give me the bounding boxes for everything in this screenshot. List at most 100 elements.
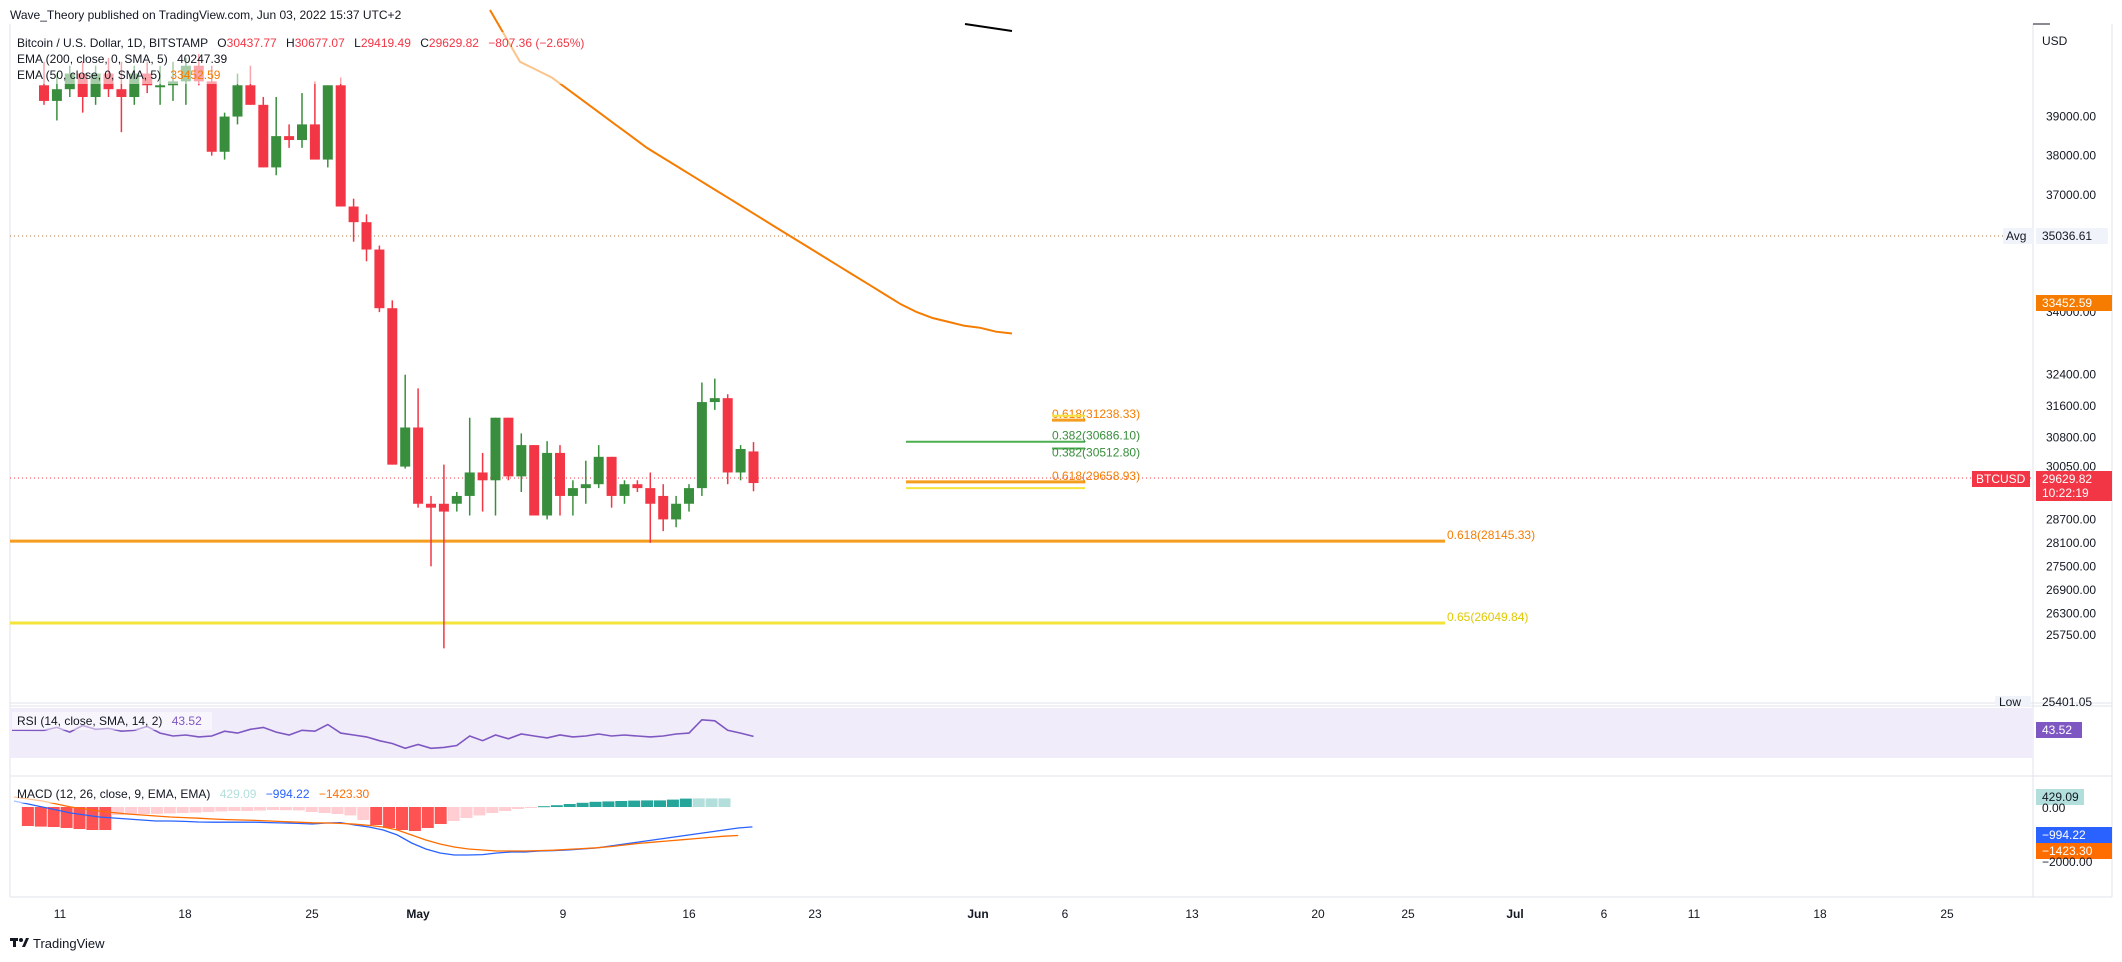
macd-signal-line[interactable] (13, 796, 739, 852)
low-badge-bg (1995, 696, 2031, 706)
macd-badge[interactable] (2036, 827, 2112, 843)
candle-body[interactable] (297, 124, 307, 141)
candle-body[interactable] (516, 445, 527, 477)
candle-body[interactable] (451, 495, 462, 504)
publisher-line: Wave_Theory published on TradingView.com… (10, 8, 402, 22)
candle-body[interactable] (684, 488, 694, 504)
macd-hist-badge[interactable] (2036, 789, 2084, 805)
candle-body[interactable] (619, 484, 630, 496)
macd-histogram-bar (150, 807, 163, 814)
fib-level-label: 0.618(28145.33) (1447, 528, 1535, 542)
ema50-line[interactable] (489, 9, 1013, 335)
candle-body[interactable] (77, 73, 88, 98)
rsi-badge[interactable] (2036, 722, 2082, 738)
candle-body[interactable] (258, 104, 269, 168)
candle-body[interactable] (696, 402, 707, 489)
legend-change: −807.36 (−2.65%) (488, 36, 584, 50)
legend-ema50-label[interactable]: EMA (50, close, 0, SMA, 5) (17, 68, 161, 82)
rsi-band (10, 708, 2033, 758)
candle-body[interactable] (632, 484, 643, 489)
candle-body[interactable] (90, 73, 101, 98)
macd-histogram-bar (679, 798, 692, 807)
macd-histogram-bar (421, 807, 434, 828)
candle-body[interactable] (555, 452, 565, 496)
macd-histogram-bar (163, 807, 176, 814)
candle-body[interactable] (542, 452, 553, 516)
macd-histogram-bar (370, 807, 383, 825)
fib-level-label: 0.382(30686.10) (1052, 429, 1140, 443)
legend-ema200-label[interactable]: EMA (200, close, 0, SMA, 5) (17, 52, 168, 66)
candle-body[interactable] (413, 427, 424, 504)
fib-level-label: 0.618(29658.93) (1052, 469, 1140, 483)
svg-text:EMA (50, close, 0, SMA, 5): EMA (50, close, 0, SMA, 5) 33452.59 (17, 68, 221, 82)
candle-body[interactable] (284, 136, 295, 141)
candle-body[interactable] (51, 89, 62, 101)
legend-open: 30437.77 (227, 36, 277, 50)
candle-body[interactable] (748, 451, 759, 484)
candle-body[interactable] (322, 85, 333, 160)
candle-body[interactable] (529, 445, 540, 516)
price-tick: 37000.00 (2046, 188, 2096, 202)
tradingview-logo[interactable]: TradingView (10, 936, 105, 951)
candle-body[interactable] (722, 398, 733, 473)
candle-body[interactable] (709, 398, 720, 403)
macd-tick: 0.00 (2042, 801, 2066, 815)
candle-body[interactable] (580, 484, 591, 489)
candle-body[interactable] (271, 136, 282, 168)
symbol-badge[interactable] (1972, 471, 2030, 487)
candle-body[interactable] (232, 85, 243, 117)
macd-histogram-bar (692, 798, 705, 807)
price-tick: 39000.00 (2046, 110, 2096, 124)
rsi-value: 43.52 (172, 714, 202, 728)
macd-line[interactable] (13, 800, 753, 856)
candle-body[interactable] (116, 89, 127, 98)
candle-body[interactable] (503, 417, 514, 477)
ema50-badge[interactable] (2036, 295, 2112, 311)
price-tick: 26300.00 (2046, 606, 2096, 620)
macd-legend: MACD (12, 26, close, 9, EMA, EMA) 429.09… (12, 785, 382, 803)
candle-body[interactable] (735, 449, 746, 473)
signal-badge-value: −1423.30 (2042, 844, 2093, 858)
candle-body[interactable] (438, 503, 449, 512)
candle-body[interactable] (490, 417, 501, 481)
ema200-line[interactable] (964, 23, 1013, 32)
candle-body[interactable] (426, 503, 436, 508)
time-tick: Jul (1506, 907, 1523, 921)
candle-body[interactable] (245, 85, 256, 105)
candle-body[interactable] (348, 206, 359, 223)
candle-body[interactable] (400, 427, 411, 467)
candle-body[interactable] (593, 456, 604, 485)
candle-body[interactable] (645, 488, 656, 504)
candle-body[interactable] (309, 124, 320, 160)
rsi-label[interactable]: RSI (14, close, SMA, 14, 2) (17, 714, 162, 728)
symbol-badge-label: BTCUSD (1976, 472, 2026, 486)
last-price-badge[interactable] (2036, 471, 2112, 501)
candle-body[interactable] (374, 249, 385, 309)
candle-body[interactable] (129, 73, 140, 98)
candle-body[interactable] (658, 495, 669, 520)
macd-histogram-bar (357, 807, 370, 820)
candle-body[interactable] (671, 503, 682, 520)
macd-label[interactable]: MACD (12, 26, close, 9, EMA, EMA) (17, 787, 210, 801)
legend-ema200-value: 40247.39 (177, 52, 227, 66)
candle-body[interactable] (567, 488, 578, 496)
candle-body[interactable] (39, 85, 49, 101)
candle-body[interactable] (477, 472, 488, 481)
candle-body[interactable] (219, 116, 230, 152)
time-tick: 20 (1311, 907, 1325, 921)
candle-body[interactable] (335, 85, 346, 207)
candle-body[interactable] (361, 222, 372, 250)
macd-histogram-bar (21, 807, 34, 826)
macd-badge-value: −994.22 (2042, 828, 2086, 842)
macd-histogram-bar (47, 807, 60, 827)
candle-body[interactable] (387, 308, 398, 465)
candle-body[interactable] (464, 472, 475, 496)
chart-frame (9, 23, 2113, 898)
candle-body[interactable] (206, 81, 217, 152)
signal-badge[interactable] (2036, 843, 2112, 859)
price-tick: 31600.00 (2046, 399, 2096, 413)
candle-body[interactable] (155, 85, 166, 88)
legend-symbol[interactable]: Bitcoin / U.S. Dollar, 1D, BITSTAMP (17, 36, 208, 50)
candle-body[interactable] (606, 456, 617, 496)
